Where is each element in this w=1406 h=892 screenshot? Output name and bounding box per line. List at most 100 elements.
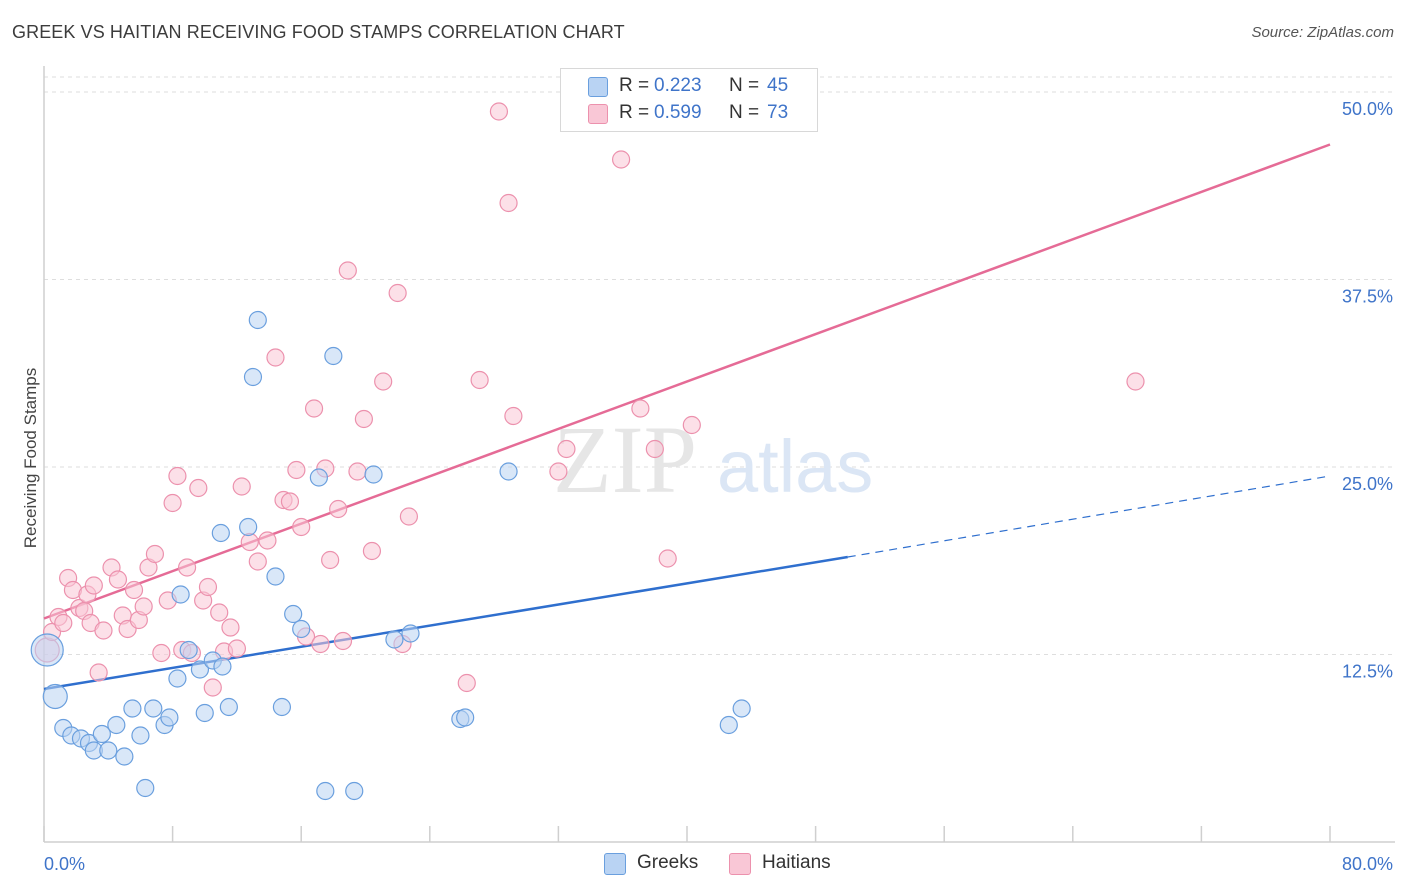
haitians-point-40: [258, 531, 277, 550]
legend-row-greeks: R = 0.223 N = 45: [561, 74, 817, 100]
haitians-point-53: [338, 261, 357, 280]
greeks-point-28: [248, 310, 267, 330]
haitians-n-label: N =: [729, 102, 760, 123]
greeks-point-19: [179, 640, 198, 660]
greeks-point-39: [401, 624, 420, 643]
greeks-point-11: [123, 699, 142, 718]
haitians-point-39: [248, 552, 267, 571]
haitians-point-27: [177, 558, 197, 577]
haitians-r-label: R =: [619, 102, 650, 123]
haitians-point-62: [470, 370, 489, 390]
haitians-point-64: [499, 193, 518, 213]
greeks-points: [30, 310, 751, 801]
axes: [43, 66, 1395, 843]
haitians-point-24: [163, 493, 182, 513]
greeks-point-14: [144, 699, 163, 718]
x-tick-labels: 0.0% 80.0%: [44, 854, 1393, 874]
haitians-point-14: [108, 570, 128, 589]
greeks-point-43: [719, 715, 738, 735]
haitians-point-68: [611, 150, 631, 169]
haitians-point-44: [287, 460, 306, 480]
greeks-point-24: [219, 697, 238, 717]
haitians-n-value: 73: [767, 102, 789, 123]
y-tick-labels: 12.5% 25.0% 37.5% 50.0%: [1342, 99, 1393, 682]
greeks-point-12: [131, 726, 150, 745]
haitians-point-19: [134, 597, 153, 616]
haitians-point-69: [631, 399, 650, 418]
greeks-point-37: [364, 465, 383, 484]
greeks-point-20: [190, 660, 210, 679]
y-tick-label-0: 12.5%: [1342, 662, 1393, 682]
greeks-point-31: [284, 604, 303, 624]
greeks-point-9: [107, 715, 126, 735]
correlation-legend: R = 0.223 N = 45 R = 0.599 N = 73: [560, 68, 818, 132]
haitians-point-33: [210, 603, 229, 622]
haitians-point-51: [329, 499, 348, 519]
haitians-point-36: [227, 639, 246, 658]
haitians-point-55: [354, 409, 373, 429]
haitians-point-54: [348, 462, 367, 481]
haitians-point-72: [682, 415, 701, 435]
series-legend: Greeks Haitians: [0, 851, 1406, 877]
greeks-point-18: [171, 585, 190, 604]
haitians-point-35: [221, 618, 240, 637]
haitians-point-57: [374, 372, 393, 391]
haitians-point-25: [168, 466, 187, 486]
haitians-point-61: [457, 673, 476, 693]
greeks-point-32: [292, 619, 311, 639]
haitians-point-31: [198, 577, 218, 597]
greeks-point-42: [499, 462, 518, 481]
greeks-point-23: [213, 657, 232, 676]
greeks-point-26: [239, 517, 258, 537]
greeks-point-7: [92, 724, 111, 744]
haitians-point-21: [145, 544, 165, 564]
greeks-point-27: [243, 367, 263, 387]
haitians-points: [34, 102, 1145, 697]
greeks-point-38: [385, 630, 404, 649]
legend-row-haitians: R = 0.599 N = 73: [561, 101, 817, 127]
haitians-point-43: [280, 492, 300, 511]
y-tick-label-2: 37.5%: [1342, 287, 1393, 307]
haitians-point-58: [388, 283, 407, 303]
greeks-r-value: 0.223: [654, 75, 702, 96]
haitians-point-3: [54, 613, 73, 633]
greeks-r-label: R =: [619, 75, 650, 96]
haitians-r-value: 0.599: [654, 102, 702, 123]
haitians-point-60: [399, 507, 419, 526]
greeks-point-1: [42, 683, 68, 710]
haitians-legend-label: Haitians: [762, 852, 831, 873]
grid-lines: [44, 76, 1395, 655]
watermark: ZIP atlas: [553, 406, 873, 513]
chart-title: GREEK VS HAITIAN RECEIVING FOOD STAMPS C…: [12, 22, 625, 42]
haitians-point-73: [1126, 372, 1145, 391]
haitians-point-10: [84, 576, 103, 595]
haitians-point-45: [292, 517, 311, 537]
greeks-n-value: 45: [767, 75, 789, 96]
greeks-n-label: N =: [729, 75, 760, 96]
haitians-point-38: [240, 532, 259, 552]
greeks-point-41: [456, 708, 475, 727]
haitians-point-66: [549, 462, 568, 481]
haitians-point-32: [203, 678, 222, 697]
greeks-trend-extension: [847, 475, 1331, 558]
greeks-legend-label: Greeks: [637, 852, 699, 873]
haitians-point-22: [152, 643, 171, 663]
greeks-point-0: [30, 633, 64, 667]
greeks-point-34: [316, 781, 335, 801]
haitians-point-52: [333, 631, 353, 651]
greeks-point-35: [324, 346, 343, 366]
haitians-point-48: [311, 634, 330, 654]
watermark-zip: ZIP: [553, 406, 697, 513]
greeks-point-17: [168, 669, 187, 688]
haitians-point-47: [304, 399, 324, 418]
greeks-trend: [43, 475, 1331, 691]
haitians-point-65: [504, 406, 523, 426]
greeks-point-30: [272, 697, 292, 717]
greeks-legend-swatch: [604, 853, 626, 875]
greeks-point-16: [160, 708, 179, 727]
haitians-point-37: [232, 477, 251, 496]
greeks-point-10: [115, 747, 134, 766]
haitians-point-50: [321, 550, 340, 570]
haitians-swatch: [588, 104, 608, 124]
haitians-point-17: [124, 580, 144, 600]
